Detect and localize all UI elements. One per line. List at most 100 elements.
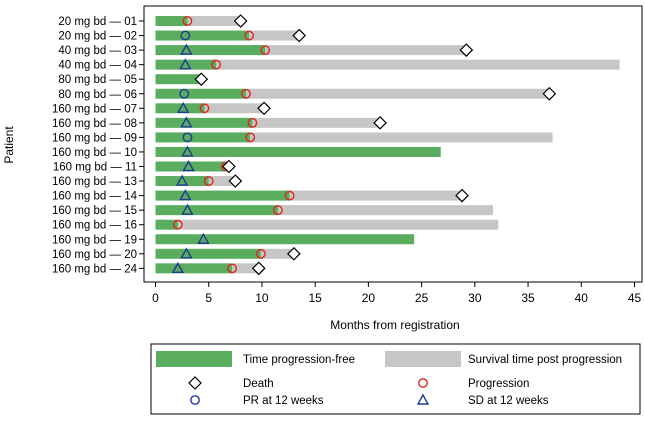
death-marker-2	[459, 43, 474, 57]
death-marker-10	[222, 159, 236, 174]
bars-layer	[155, 16, 620, 274]
sd-marker	[182, 160, 195, 172]
x-tick-label: 0	[152, 291, 159, 305]
survival-bar	[245, 88, 550, 99]
sd-marker	[171, 261, 185, 274]
legend-pr-marker	[190, 395, 200, 405]
x-tick-label: 40	[575, 291, 589, 305]
y-tick-label: 40 mg bd — 03	[58, 45, 137, 57]
legend-swatch-pfs	[156, 351, 232, 367]
y-axis: 20 mg bd — 01 20 mg bd — 02 40 mg bd — 03 4…	[52, 16, 144, 275]
death-marker-1	[292, 28, 307, 43]
pr-marker	[180, 30, 191, 41]
death-marker-4	[194, 72, 209, 87]
pfs-bar	[155, 16, 188, 26]
sd-marker	[179, 189, 192, 201]
y-tick-label: 80 mg bd — 06	[58, 89, 137, 101]
sd-marker	[181, 145, 194, 157]
sd-marker	[176, 101, 190, 114]
plot-frame	[143, 5, 643, 283]
legend: Time progression-free Survival time post …	[150, 343, 641, 415]
survival-bar	[232, 263, 259, 274]
x-tick-label: 20	[362, 291, 376, 305]
x-tick-label: 5	[205, 291, 212, 305]
progression-marker	[260, 45, 271, 55]
progression-marker	[203, 176, 214, 186]
y-tick-label: 160 mg bd — 15	[52, 205, 137, 217]
survival-bar	[277, 205, 493, 216]
legend-swatch-survival	[385, 351, 461, 367]
progression-marker	[182, 16, 193, 26]
pfs-bar	[155, 205, 278, 216]
progression-marker	[255, 248, 266, 259]
y-tick-label: 20 mg bd — 01	[58, 16, 137, 28]
pfs-bar	[155, 234, 415, 245]
progression-marker	[172, 219, 183, 230]
pfs-bar	[155, 248, 261, 259]
death-marker-17	[251, 261, 266, 276]
survival-bar	[187, 16, 241, 26]
sd-marker	[197, 232, 210, 244]
legend-sd-marker	[416, 393, 430, 405]
survival-bar	[216, 59, 620, 70]
death-marker	[188, 376, 202, 390]
x-tick-label: 30	[468, 291, 482, 305]
pr-marker	[182, 132, 193, 143]
progression-marker	[227, 263, 238, 274]
death-marker-7	[373, 116, 387, 130]
pfs-bar	[155, 45, 266, 56]
y-tick-label: 160 mg bd — 09	[52, 132, 137, 144]
survival-bar	[250, 132, 553, 143]
progression-marker	[211, 59, 222, 70]
death-marker-6	[257, 101, 271, 116]
sd-marker	[175, 174, 189, 186]
death-marker-16	[287, 246, 301, 261]
progression-marker	[245, 132, 256, 143]
x-tick-label: 45	[628, 291, 642, 305]
x-tick-label: 35	[521, 291, 535, 305]
x-axis-title: Months from registration	[330, 318, 459, 332]
y-tick-label: 80 mg bd — 05	[58, 74, 137, 86]
legend-label: Survival time post progression	[468, 354, 622, 366]
sd-marker	[180, 116, 193, 128]
x-tick-label: 25	[415, 291, 429, 305]
markers-layer	[171, 14, 557, 276]
plot-border	[143, 5, 643, 283]
y-tick-label: 160 mg bd — 24	[52, 263, 138, 275]
pfs-bar	[155, 263, 233, 274]
sd-marker	[180, 43, 193, 55]
y-tick-label: 160 mg bd — 14	[52, 191, 138, 203]
survival-bar	[208, 176, 236, 187]
progression-marker	[241, 88, 251, 99]
legend-label: Death	[243, 378, 274, 390]
pfs-bar	[155, 117, 253, 128]
survival-bar	[177, 219, 499, 230]
survival-bar	[265, 45, 467, 56]
y-tick-label: 160 mg bd — 16	[52, 220, 137, 232]
x-axis: 0 5 10 15 20 25 30 35 40 45	[152, 282, 641, 305]
progression-marker	[273, 205, 283, 216]
survival-bar	[260, 248, 294, 259]
sd-marker	[181, 203, 194, 215]
y-tick-label: 160 mg bd — 08	[52, 118, 137, 130]
y-tick-label: 20 mg bd — 02	[58, 31, 137, 43]
legend-label: PR at 12 weeks	[243, 395, 324, 407]
sd-marker	[179, 58, 192, 70]
pfs-bar	[155, 146, 441, 157]
y-tick-label: 160 mg bd — 19	[52, 234, 137, 246]
x-tick-label: 15	[308, 291, 322, 305]
pfs-bar	[155, 132, 251, 143]
legend-label: SD at 12 weeks	[468, 395, 549, 407]
pfs-bar	[155, 30, 250, 41]
progression-marker	[284, 190, 295, 201]
death-marker-12	[455, 188, 469, 203]
legend-label: Time progression-free	[243, 354, 355, 366]
death-marker-0	[233, 14, 248, 28]
survival-bar	[289, 190, 463, 201]
survival-bar	[204, 103, 265, 114]
progression-marker	[247, 117, 258, 128]
pr-marker	[179, 88, 190, 99]
legend-label: Progression	[468, 378, 529, 390]
